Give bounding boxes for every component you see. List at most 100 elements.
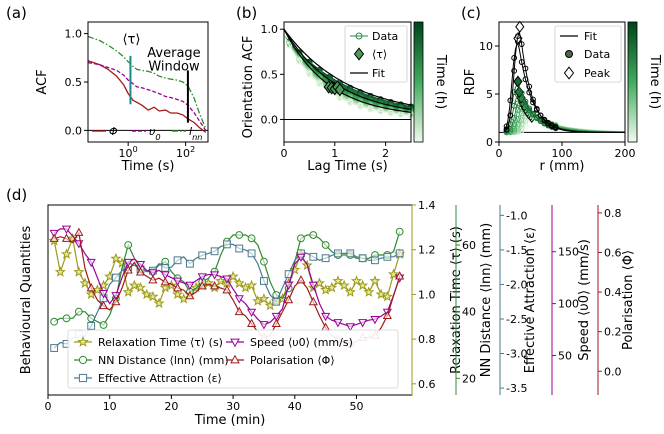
axis-tick-label-lnn: 60 — [462, 239, 476, 252]
point-phi — [197, 281, 207, 290]
oacf-fit-curve — [283, 28, 412, 110]
rdf-data-point — [511, 55, 518, 61]
point-phi — [395, 271, 405, 280]
point-v0 — [98, 290, 109, 299]
point-eps — [346, 249, 355, 258]
legend-label-phi: Polarisation ⟨Φ⟩ — [250, 354, 335, 367]
point-phi — [296, 275, 306, 284]
x-tick-label: 30 — [226, 400, 240, 413]
point-eps — [235, 244, 244, 253]
rdf-data-point — [518, 41, 525, 48]
rdf-data-point — [541, 117, 548, 124]
x-tick-label: 40 — [288, 400, 302, 413]
window-annotation: Window — [148, 59, 200, 74]
point-v0 — [86, 258, 96, 268]
point-lnn — [309, 231, 318, 239]
point-v0 — [284, 281, 294, 291]
axis-tick-label-tau: 0.6 — [418, 378, 436, 391]
point-phi — [49, 233, 59, 242]
point-eps — [395, 249, 404, 258]
point-eps — [334, 249, 342, 258]
point-v0 — [308, 281, 318, 291]
axis-label-lnn: NN Distance ⟨lnn⟩ (mm) — [479, 223, 494, 377]
legend-label-lnn: lnn — [189, 125, 203, 142]
point-tau — [326, 281, 338, 293]
panel-d: (d) 0 10 20 30 40 50 Time (min) Behavioural Quan… — [6, 186, 636, 428]
point-v0 — [271, 312, 281, 322]
axes-frame-b — [283, 21, 412, 143]
point-v0 — [123, 258, 133, 268]
legend-label-eps: Effective Attraction ⟨ε⟩ — [98, 372, 222, 385]
x-tick-label: 100 — [552, 147, 573, 160]
average-annotation: Average — [147, 46, 200, 61]
axis-tick-label-eps: -2.5 — [506, 313, 527, 326]
legend-data-label: Data — [372, 30, 398, 43]
axis-label-v0: Speed ⟨υ0⟩ (mm/s) — [577, 239, 592, 361]
point-v0 — [370, 315, 380, 325]
point-lnn — [395, 227, 404, 236]
x-tick-label: 10 — [103, 400, 117, 413]
point-eps — [198, 251, 207, 260]
point-phi — [123, 265, 133, 274]
point-tau — [73, 266, 85, 277]
point-phi — [284, 294, 294, 304]
point-eps — [50, 344, 59, 352]
point-eps — [173, 256, 182, 265]
legend-tau-marker — [353, 47, 365, 61]
point-tau — [350, 275, 363, 286]
point-tau — [110, 252, 122, 264]
rdf-data-point — [511, 89, 518, 96]
legend-tau-label: ⟨τ⟩ — [372, 48, 387, 61]
panel-label-b: (b) — [236, 4, 257, 22]
point-v0 — [345, 323, 355, 332]
x-tick-label: 200 — [615, 147, 636, 160]
oacf-data-point — [387, 110, 394, 117]
axis-tick-label-lnn: 40 — [462, 306, 476, 319]
point-tau — [375, 288, 387, 300]
legend-fit-label: Fit — [584, 30, 598, 43]
point-lnn — [260, 257, 268, 266]
y-tick-label: 0.5 — [261, 68, 279, 81]
legend-box — [554, 25, 622, 83]
y-axis-label: Behavioural Quantities — [19, 226, 34, 375]
point-tau — [233, 277, 245, 288]
rdf-data-point — [511, 67, 518, 74]
legend-box — [344, 25, 408, 83]
y-tick-label: 0.5 — [65, 76, 83, 89]
point-eps — [223, 240, 231, 249]
oacf-fit-curve — [283, 28, 412, 106]
point-tau — [159, 281, 171, 293]
point-eps — [321, 254, 330, 263]
point-phi — [382, 310, 392, 320]
x-tick-label: 0 — [496, 147, 503, 160]
point-lnn — [247, 234, 256, 243]
point-v0 — [209, 271, 220, 280]
point-eps — [161, 263, 170, 272]
axis-tick-label-v0: 100 — [558, 298, 579, 311]
point-tau — [344, 286, 356, 297]
legend-marker-tau — [77, 335, 89, 347]
x-tick-label: 50 — [349, 400, 363, 413]
oacf-data-point — [306, 71, 313, 78]
y-tick-label: 0.0 — [65, 124, 83, 137]
rdf-data-point — [522, 98, 529, 105]
x-tick-label: 100 — [119, 144, 138, 160]
x-tick-label: 20 — [164, 400, 178, 413]
axis-tick-label-eps: -1.5 — [506, 244, 527, 257]
point-tau — [332, 275, 344, 286]
y-tick-label: 5 — [486, 88, 493, 101]
y-tick-label: 0.0 — [261, 113, 279, 126]
point-eps — [87, 322, 96, 330]
panel-b: (b) 0 1 2 0.0 0.5 1.0 Lag Time (s) Orientation A… — [236, 4, 415, 174]
point-phi — [74, 227, 84, 236]
legend-label-v0: υ0 — [149, 125, 161, 142]
point-eps — [260, 277, 268, 285]
panel-c: (c) 0 100 200 0 5 10 r (mm) RDF Fit Data Peak — [461, 4, 636, 174]
x-tick-label: 0 — [281, 147, 288, 160]
point-phi — [135, 267, 146, 276]
point-v0 — [321, 312, 331, 322]
axis-tick-label-phi: 0.8 — [604, 207, 622, 220]
rdf-data-point — [552, 125, 559, 131]
point-phi — [111, 296, 121, 306]
axis-tick-label-tau: 1.2 — [418, 244, 436, 257]
